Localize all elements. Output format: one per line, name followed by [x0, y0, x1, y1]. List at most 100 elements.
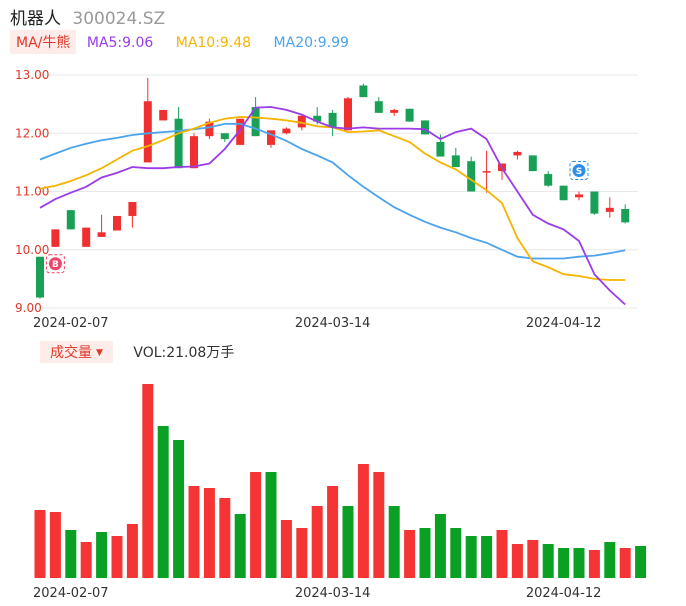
signal-marker-frame [45, 254, 65, 274]
candle-body [82, 227, 91, 247]
candle-body [328, 112, 337, 128]
y-tick-label: 11.00 [15, 185, 49, 199]
volume-bar [419, 528, 431, 578]
ma-legend-row: MA/牛熊 MA5:9.06 MA10:9.48 MA20:9.99 [10, 30, 367, 54]
volume-bar [527, 540, 539, 578]
volume-bar [450, 528, 462, 578]
candle-body [421, 120, 429, 135]
y-tick-label: 13.00 [15, 68, 49, 82]
volume-indicator-label: 成交量 [50, 345, 92, 361]
y-tick-label: 10.00 [15, 243, 49, 257]
candle-body [113, 215, 121, 231]
volume-bar [49, 512, 61, 578]
chart-header: 机器人 300024.SZ [10, 4, 166, 29]
candle-body [590, 191, 599, 214]
candle-body [282, 128, 291, 134]
volume-bar [573, 548, 585, 578]
volume-bar [619, 548, 631, 578]
volume-bar [511, 544, 523, 578]
candle-body [513, 151, 522, 156]
x-tick-label: 2024-03-14 [295, 316, 371, 331]
volume-legend-row: 成交量 ▼ VOL:21.08万手 [40, 341, 234, 363]
volume-bar [373, 472, 385, 578]
candle-body [482, 171, 491, 173]
ma5-legend: MA5:9.06 [86, 35, 154, 51]
stock-name: 机器人 [10, 9, 61, 29]
candle-body [66, 210, 75, 230]
volume-bar [126, 524, 138, 578]
volume-bar [80, 542, 92, 578]
volume-bar [203, 488, 215, 578]
candle-body [359, 85, 368, 98]
x-tick-label: 2024-03-14 [295, 586, 371, 601]
candle-body [605, 207, 614, 212]
ma10-line [39, 115, 626, 281]
x-tick-label: 2024-04-12 [526, 316, 602, 331]
signal-marker-label: B [52, 260, 59, 270]
stock-code: 300024.SZ [72, 9, 166, 29]
candle-body [97, 232, 106, 237]
volume-bar [388, 506, 400, 578]
candle-body [236, 118, 245, 145]
candle-body [313, 115, 322, 122]
volume-bar [635, 546, 647, 578]
volume-bar [96, 532, 108, 578]
candle-body [436, 141, 445, 157]
candle-body [374, 101, 383, 113]
candle-body [205, 121, 214, 137]
volume-bar [188, 486, 200, 578]
candle-body [128, 201, 137, 216]
candle-body [220, 133, 229, 140]
candle-body [267, 130, 275, 145]
volume-bar [34, 510, 46, 578]
candle-body [451, 155, 460, 168]
signal-marker-badge [48, 257, 62, 271]
volume-bar [588, 550, 600, 578]
volume-bar [434, 514, 446, 578]
y-tick-label: 9.00 [15, 301, 42, 315]
candle-body [621, 208, 630, 223]
volume-indicator-dropdown[interactable]: 成交量 ▼ [40, 341, 113, 363]
volume-bar [173, 440, 185, 578]
volume-readout: VOL:21.08万手 [133, 345, 235, 361]
volume-bar [157, 426, 169, 578]
candle-body [51, 229, 60, 247]
volume-bar [404, 530, 416, 578]
volume-bar [465, 536, 477, 578]
candle-body [297, 115, 306, 128]
signal-marker-badge [572, 164, 586, 178]
signal-marker-label: S [576, 167, 582, 177]
ma20-line [39, 123, 626, 260]
candle-body [344, 98, 352, 131]
ma-mode-tag[interactable]: MA/牛熊 [10, 30, 77, 54]
volume-bar [311, 506, 323, 578]
ma20-legend: MA20:9.99 [273, 35, 349, 51]
candle-body [251, 107, 260, 137]
x-tick-label: 2024-02-07 [33, 316, 109, 331]
volume-bar [219, 498, 231, 578]
x-tick-label: 2024-04-12 [526, 586, 602, 601]
ma10-legend: MA10:9.48 [175, 35, 252, 51]
candle-body [559, 185, 568, 201]
volume-bar [327, 486, 339, 578]
candle-body [467, 161, 476, 192]
volume-bar [265, 472, 277, 578]
signal-marker-frame [569, 161, 589, 181]
volume-bar [142, 384, 154, 578]
candle-body [159, 109, 168, 121]
candle-body [544, 174, 553, 186]
candle-body [36, 256, 44, 298]
candle-body [190, 136, 198, 169]
y-tick-label: 12.00 [15, 126, 49, 140]
volume-bar [496, 530, 508, 578]
volume-bar [111, 536, 123, 578]
volume-bar [65, 530, 77, 578]
caret-down-icon: ▼ [96, 348, 103, 358]
volume-bar [234, 514, 246, 578]
candle-body [405, 108, 414, 122]
volume-bar [250, 472, 262, 578]
candle-body [528, 155, 537, 172]
volume-bar [342, 506, 354, 578]
volume-bar [481, 536, 493, 578]
